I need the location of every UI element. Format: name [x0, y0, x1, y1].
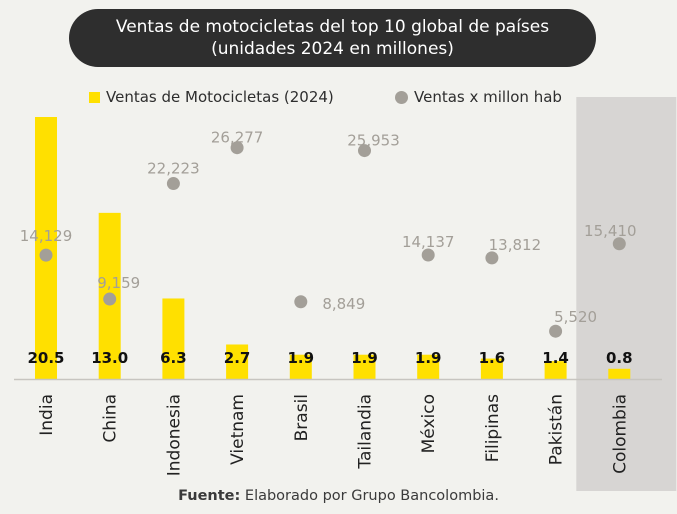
dot-china	[103, 292, 117, 306]
x-tick-label: Colombia	[610, 394, 630, 474]
highlight-band	[576, 97, 677, 491]
x-tick-label: Vietnam	[228, 394, 248, 465]
dot-pakistán	[549, 324, 563, 338]
x-tick-label: Filipinas	[483, 394, 503, 462]
x-tick-label: Tailandia	[356, 394, 376, 470]
legend-label-bars: Ventas de Motocicletas (2024)	[106, 88, 334, 106]
dot-filipinas	[485, 251, 499, 265]
legend-item-bars: Ventas de Motocicletas (2024)	[89, 88, 334, 106]
x-tick-label: Brasil	[292, 394, 312, 441]
dot-value-label: 25,953	[347, 132, 400, 150]
legend-item-dots: Ventas x millon hab	[395, 88, 562, 106]
source-text: Elaborado por Grupo Bancolombia.	[240, 488, 499, 504]
dot-tailandia	[358, 144, 371, 158]
dot-value-label: 13,812	[489, 236, 542, 254]
x-tick-label: Pakistán	[547, 394, 567, 465]
bar-colombia	[608, 368, 631, 379]
dot-value-label: 8,849	[322, 295, 365, 313]
dot-méxico	[421, 248, 435, 262]
x-tick-label: Indonesia	[164, 394, 184, 476]
bar-value-label: 20.5	[27, 349, 64, 367]
source-note: Fuente: Elaborado por Grupo Bancolombia.	[0, 488, 677, 504]
bar-filipinas	[480, 358, 503, 379]
bar-value-label: 1.9	[288, 349, 315, 367]
dot-india	[39, 248, 53, 262]
bar-tailandia	[353, 354, 376, 379]
bar-india	[35, 117, 57, 379]
dot-colombia	[612, 237, 626, 251]
bar-value-label: 2.7	[224, 349, 251, 367]
bar-méxico	[417, 354, 440, 379]
legend-swatch-dot	[395, 90, 408, 104]
dot-value-label: 15,410	[584, 222, 637, 240]
dot-value-label: 26,277	[211, 129, 264, 147]
dot-value-label: 14,137	[402, 233, 455, 251]
legend-label-dots: Ventas x millon hab	[414, 88, 562, 106]
dot-indonesia	[166, 177, 180, 191]
dot-value-label: 14,129	[20, 227, 73, 245]
bar-value-label: 13.0	[91, 349, 128, 367]
dot-value-label: 5,520	[554, 308, 597, 326]
bar-value-label: 1.6	[479, 349, 506, 367]
dot-brasil	[294, 295, 308, 309]
bar-indonesia	[162, 298, 185, 379]
bar-pakistán	[544, 361, 567, 379]
dot-value-label: 22,223	[147, 160, 200, 178]
bar-brasil	[289, 354, 312, 379]
chart-title: Ventas de motocicletas del top 10 global…	[115, 17, 550, 37]
bar-value-label: 0.8	[606, 349, 633, 367]
bar-value-label: 6.3	[160, 349, 187, 367]
x-tick-label: China	[101, 394, 121, 443]
chart-title-box: Ventas de motocicletas del top 10 global…	[69, 9, 596, 67]
bar-value-label: 1.9	[415, 349, 442, 367]
chart-subtitle: (unidades 2024 en millones)	[211, 39, 454, 59]
x-tick-label: India	[37, 394, 57, 436]
bar-value-label: 1.9	[351, 349, 378, 367]
x-tick-label: México	[419, 394, 439, 453]
dot-vietnam	[230, 141, 244, 155]
legend-swatch-bar	[89, 91, 100, 103]
bar-vietnam	[226, 344, 249, 379]
dot-value-label: 9,159	[97, 274, 140, 292]
source-label: Fuente:	[178, 488, 241, 504]
bar-value-label: 1.4	[542, 349, 569, 367]
